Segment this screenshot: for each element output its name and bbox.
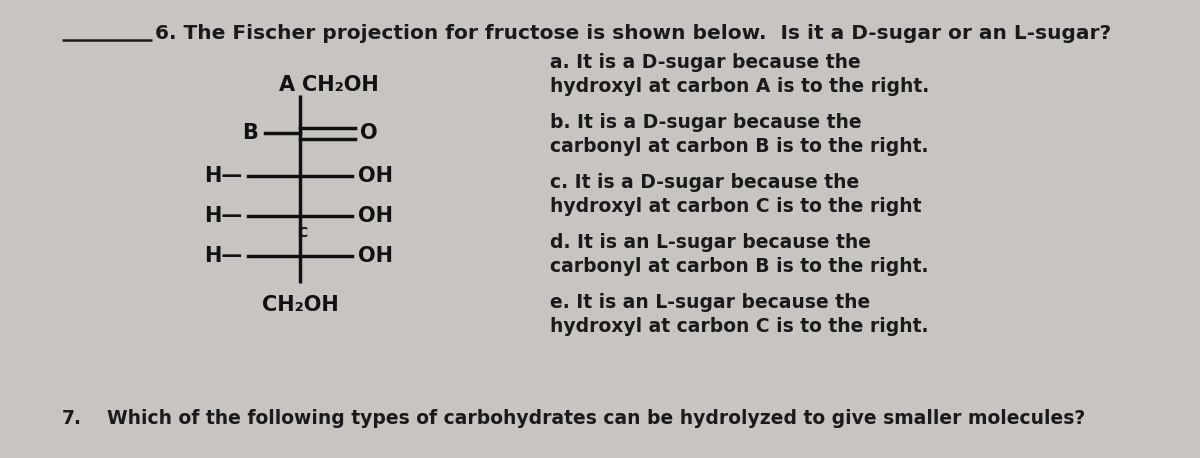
Text: OH: OH (358, 206, 394, 226)
Text: 7.: 7. (62, 409, 82, 428)
Text: OH: OH (358, 246, 394, 266)
Text: C: C (296, 226, 307, 240)
Text: O: O (360, 123, 378, 143)
Text: 6. The Fischer projection for fructose is shown below.  Is it a D-sugar or an L-: 6. The Fischer projection for fructose i… (155, 24, 1111, 43)
Text: e. It is an L-sugar because the
hydroxyl at carbon C is to the right.: e. It is an L-sugar because the hydroxyl… (550, 293, 929, 336)
Text: OH: OH (358, 166, 394, 186)
Text: H—: H— (204, 246, 242, 266)
Text: H—: H— (204, 206, 242, 226)
Text: CH₂OH: CH₂OH (302, 75, 379, 95)
Text: d. It is an L-sugar because the
carbonyl at carbon B is to the right.: d. It is an L-sugar because the carbonyl… (550, 233, 929, 276)
Text: a. It is a D-sugar because the
hydroxyl at carbon A is to the right.: a. It is a D-sugar because the hydroxyl … (550, 53, 929, 96)
Text: CH₂OH: CH₂OH (262, 295, 338, 315)
Text: A: A (278, 75, 295, 95)
Text: H—: H— (204, 166, 242, 186)
Text: b. It is a D-sugar because the
carbonyl at carbon B is to the right.: b. It is a D-sugar because the carbonyl … (550, 113, 929, 156)
Text: c. It is a D-sugar because the
hydroxyl at carbon C is to the right: c. It is a D-sugar because the hydroxyl … (550, 173, 922, 216)
Text: Which of the following types of carbohydrates can be hydrolyzed to give smaller : Which of the following types of carbohyd… (107, 409, 1085, 428)
Text: B: B (242, 123, 258, 143)
